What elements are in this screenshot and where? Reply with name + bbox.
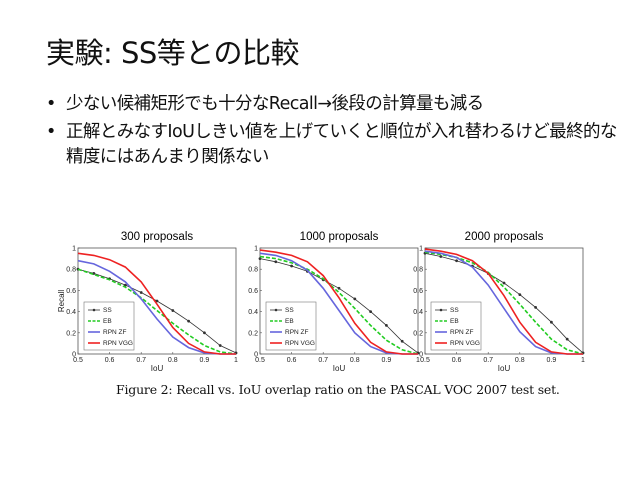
y-tick-label: 0.2 xyxy=(66,330,76,337)
x-tick-label: 0.5 xyxy=(420,357,430,364)
series-point xyxy=(518,293,522,297)
series-point xyxy=(155,299,159,303)
y-tick-label: 1 xyxy=(254,246,258,253)
x-axis-label: IoU xyxy=(498,364,511,373)
y-tick-label: 0.6 xyxy=(248,288,258,295)
x-tick-label: 0.9 xyxy=(200,357,210,364)
x-tick-label: 0.7 xyxy=(318,357,328,364)
chart-panel-1: 300 proposals 0.5 0.6 0.7 0.8 0.9 1 0 0.2 0.4 0.6 0… xyxy=(58,231,238,373)
legend-label: SS xyxy=(285,307,294,314)
x-tick-label: 0.7 xyxy=(483,357,493,364)
series-point xyxy=(187,319,191,323)
series-point xyxy=(290,264,293,268)
y-tick-label: 0.2 xyxy=(413,330,423,337)
series-point xyxy=(400,339,404,343)
legend-marker xyxy=(274,308,278,312)
legend-label: RPN VGG xyxy=(450,340,480,347)
series-point xyxy=(565,337,569,341)
legend-label: RPN VGG xyxy=(103,340,133,347)
series-point xyxy=(455,259,458,263)
legend-marker xyxy=(92,308,96,312)
y-tick-label: 0.6 xyxy=(66,288,76,295)
legend-label: SS xyxy=(450,307,459,314)
legend-marker xyxy=(439,308,443,312)
x-tick-label: 0.8 xyxy=(515,357,525,364)
legend-label: RPN ZF xyxy=(450,329,474,336)
figure-caption: Figure 2: Recall vs. IoU overlap ratio o… xyxy=(116,382,560,397)
series-point xyxy=(258,257,262,260)
y-tick-label: 0.4 xyxy=(66,309,76,316)
chart-title: 300 proposals xyxy=(121,231,193,243)
x-tick-label: 1 xyxy=(416,357,420,364)
y-axis-label: Recall xyxy=(58,290,66,312)
y-tick-label: 0.8 xyxy=(248,267,258,274)
legend-label: SS xyxy=(103,307,112,314)
series-point xyxy=(337,286,341,290)
y-tick-label: 0 xyxy=(72,352,76,359)
y-tick-label: 0.4 xyxy=(413,309,423,316)
legend-label: EB xyxy=(450,318,459,325)
x-tick-label: 0.8 xyxy=(350,357,360,364)
y-tick-label: 0 xyxy=(419,352,423,359)
x-tick-label: 0.9 xyxy=(547,357,557,364)
y-tick-label: 1 xyxy=(419,246,423,253)
series-point xyxy=(534,305,537,309)
legend-label: EB xyxy=(285,318,294,325)
x-tick-label: 0.5 xyxy=(255,357,265,364)
slide-title: 実験: SS等との比較 xyxy=(46,36,300,70)
x-tick-label: 0.5 xyxy=(73,357,83,364)
chart-title: 1000 proposals xyxy=(300,231,379,243)
bullet-item: 正解とみなすIoUしきい値を上げていくと順位が入れ替わるけど最終的な精度にはあん… xyxy=(46,120,626,170)
series-point xyxy=(369,310,372,313)
x-axis-label: IoU xyxy=(333,364,346,373)
x-tick-label: 0.8 xyxy=(168,357,178,364)
plot-frame xyxy=(259,247,419,355)
x-tick-label: 0.6 xyxy=(105,357,115,364)
series-point xyxy=(171,309,175,312)
series-line-rpn-vgg xyxy=(259,249,418,355)
x-tick-label: 0.6 xyxy=(452,357,462,364)
plot-frame xyxy=(77,247,237,355)
x-tick-label: 0.7 xyxy=(136,357,146,364)
series-point xyxy=(385,323,388,327)
y-tick-label: 0.2 xyxy=(248,330,258,337)
legend-label: EB xyxy=(103,318,112,325)
bullet-item: 少ない候補矩形でも十分なRecall→後段の計算量も減る xyxy=(46,92,626,117)
series-point xyxy=(353,297,357,301)
series-point xyxy=(439,255,443,258)
series-point xyxy=(124,283,127,287)
legend-label: RPN VGG xyxy=(285,340,315,347)
legend-label: RPN ZF xyxy=(285,329,309,336)
x-tick-label: 0.9 xyxy=(382,357,392,364)
x-tick-label: 0.6 xyxy=(287,357,297,364)
series-point xyxy=(139,291,143,294)
y-tick-label: 0.6 xyxy=(413,288,423,295)
chart-title: 2000 proposals xyxy=(465,231,544,243)
series-line-eb xyxy=(259,255,419,355)
series-line-eb xyxy=(77,268,237,355)
x-tick-label: 1 xyxy=(581,357,585,364)
series-point xyxy=(274,260,278,264)
y-tick-label: 0.8 xyxy=(413,267,423,274)
bullet-list: 少ない候補矩形でも十分なRecall→後段の計算量も減る 正解とみなすIoUしき… xyxy=(46,92,626,173)
x-axis-label: IoU xyxy=(151,364,164,373)
plot-frame xyxy=(424,247,584,355)
series-line-rpn-vgg xyxy=(424,248,583,355)
y-tick-label: 1 xyxy=(72,246,76,253)
series-point xyxy=(550,320,553,324)
series-point xyxy=(203,331,206,335)
y-tick-label: 0.8 xyxy=(66,267,76,274)
x-tick-label: 1 xyxy=(234,357,238,364)
series-point xyxy=(502,281,506,285)
legend-label: RPN ZF xyxy=(103,329,127,336)
y-tick-label: 0.4 xyxy=(248,309,258,316)
y-tick-label: 0 xyxy=(254,352,258,359)
series-point xyxy=(218,344,222,347)
series-line-rpn-vgg xyxy=(77,252,236,355)
